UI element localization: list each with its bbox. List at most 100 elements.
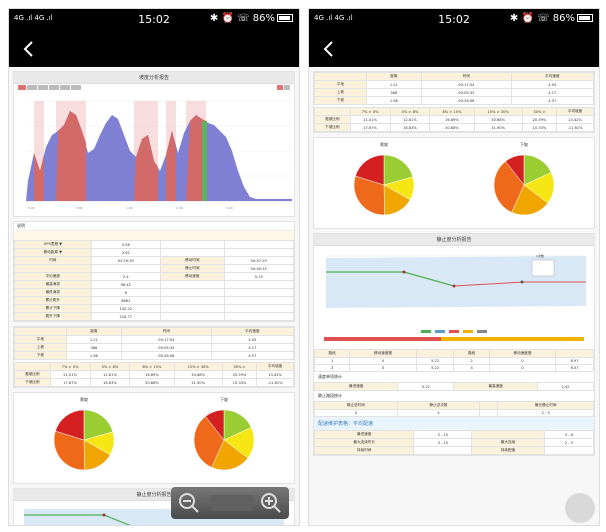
report-content[interactable]: 坡度分析报告 0. xyxy=(9,67,299,525)
table-cell: 最大连续 xyxy=(471,438,545,447)
svg-text:1.60: 1.60 xyxy=(126,206,133,210)
svg-text:0.00: 0.00 xyxy=(28,206,35,210)
watermark-logo xyxy=(565,493,595,523)
pie-slice xyxy=(493,161,525,213)
table-row: 距离 时间 平均速度 xyxy=(14,327,295,336)
table-cell: 1.98 xyxy=(65,351,122,360)
table-row: 平均速度 2.4 移动速度 5.19 xyxy=(14,272,295,281)
table-row: 7% > 0% 0% > 8% 8% > 15% 15% > 30% 30% > 平均坡度 xyxy=(314,107,594,116)
table-header-cell xyxy=(314,107,351,116)
table-cell: 下坡比例 xyxy=(14,378,51,387)
table-header-cell: 7% > 0% xyxy=(349,107,391,116)
table-cell: 下坡 xyxy=(314,96,367,105)
table-cell xyxy=(223,280,295,289)
grade-table: 距离 时间 平均速度 平地 1.21 00:17:54 4.05 上坡 386 00:05:33 4… xyxy=(14,327,295,360)
uphill-pie: 爬坡 xyxy=(349,142,419,224)
table-cell: 3 xyxy=(313,364,351,372)
table-cell: 386 xyxy=(65,343,122,352)
table-cell: 2 xyxy=(453,357,490,365)
stop-stats-label: 静止路段统计 xyxy=(318,393,342,398)
svg-text:3.20: 3.20 xyxy=(226,206,233,210)
slope-analysis-card: 坡度分析报告 0. xyxy=(13,71,295,217)
pace-table: 最低速度 5 - 10 3 - 6 最大连续时长 3 - 10 最大连续 2 - 5 持续时间… xyxy=(313,430,595,455)
table-cell: 96.42 xyxy=(90,280,161,289)
downhill-pie-chart xyxy=(193,409,255,471)
downhill-pie-chart xyxy=(493,154,555,216)
table-header-cell: 路段 xyxy=(453,349,490,358)
table-header-cell: 8% > 15% xyxy=(129,362,175,371)
table-cell: 最低海拔 xyxy=(14,288,92,297)
back-icon[interactable] xyxy=(319,39,339,59)
table-cell: 0 xyxy=(349,357,417,365)
table-row: 爬坡比例 21.01% 12.81% 16.89% 30.68% 20.59% 13.42% xyxy=(314,115,594,124)
table-row: 下坡比例 17.67% 16.83% 20.88% 31.90% 10.33% -11.61… xyxy=(14,378,294,387)
table-header-cell: 0% > 8% xyxy=(389,107,431,116)
table-cell xyxy=(14,264,92,273)
table-cell: 17.67% xyxy=(49,378,91,387)
chart-tooltip: 1次数 xyxy=(536,254,544,258)
table-header-cell: 30% > xyxy=(521,107,558,116)
table-header-cell xyxy=(14,362,51,371)
table-cell: 3 - 6 xyxy=(543,430,595,439)
back-icon[interactable] xyxy=(19,39,39,59)
system-icons: ✱ ⏰ ☏ 86% xyxy=(510,13,593,24)
table-cell: 爬坡比例 xyxy=(314,115,351,124)
table-cell: 5.22 xyxy=(415,357,455,365)
table-cell: 2.4 xyxy=(90,272,161,281)
elevation-area-chart: 0.00 0.80 1.60 2.40 3.20 xyxy=(26,100,292,210)
zoom-divider xyxy=(211,495,253,511)
table-header-cell: 7% > 0% xyxy=(49,362,91,371)
table-cell: 12.81% xyxy=(89,370,131,379)
table-cell: 00:17:54 xyxy=(120,335,212,344)
table-row: 最低速度 5 - 10 3 - 6 xyxy=(313,430,595,439)
table-cell: 4.57 xyxy=(210,351,295,360)
table-cell: 移动距离 ▼ xyxy=(14,248,92,257)
table-row: 上坡 386 00:05:33 4.17 xyxy=(14,343,295,352)
table-header-cell xyxy=(415,349,455,358)
table-cell: 16.83% xyxy=(389,123,431,132)
nav-bar xyxy=(9,31,299,67)
table-cell xyxy=(159,312,225,321)
stationary-report-title: 静止度分析报告 xyxy=(314,234,594,246)
battery-percent: 86% xyxy=(552,13,575,24)
table-cell xyxy=(159,280,225,289)
report-content[interactable]: 距离 时间 平均速度 平地 1.21 00:17:54 4.05 上坡 386 00:05:33 4… xyxy=(309,67,599,525)
pie-slice xyxy=(505,154,525,186)
table-cell: 13.42% xyxy=(256,370,294,379)
table-cell: 0 xyxy=(488,357,557,365)
signal-icon: 4G .ıl 4G .ıl xyxy=(314,14,353,22)
table-header-cell: 15% > 30% xyxy=(173,362,223,371)
table-cell: 4 xyxy=(396,409,481,417)
zoom-in-icon[interactable] xyxy=(259,491,283,515)
table-cell: 最低速度 xyxy=(313,430,415,439)
table-header-cell: 0% > 8% xyxy=(89,362,131,371)
table-cell: 累计爬升 xyxy=(14,296,92,305)
table-cell: 12.81% xyxy=(389,115,431,124)
table-cell xyxy=(223,312,295,321)
table-cell: 4.17 xyxy=(510,88,595,97)
table-header-cell xyxy=(314,72,367,81)
pie-slice xyxy=(83,409,114,441)
table-header-cell: 时间 xyxy=(120,327,212,336)
grade-card: 距离 时间 平均速度 平地 1.21 00:17:54 4.05 上坡 386 00:05:33 4… xyxy=(13,326,295,388)
uphill-pie: 爬坡 xyxy=(49,397,119,479)
nav-bar xyxy=(309,31,599,67)
table-cell xyxy=(159,240,225,249)
slope-report-title: 坡度分析报告 xyxy=(14,72,294,84)
table-header-cell: 最长静止时间 xyxy=(497,401,594,410)
pie-slice xyxy=(193,416,225,468)
table-cell: 4 xyxy=(314,409,398,417)
stationary-line-chart xyxy=(326,255,586,308)
table-cell: 20.59% xyxy=(221,370,258,379)
table-cell: 00:17:54 xyxy=(420,80,512,89)
table-header-cell xyxy=(479,401,499,410)
table-cell: 0 xyxy=(349,364,417,372)
zoom-out-icon[interactable] xyxy=(177,491,201,515)
table-cell xyxy=(479,409,499,417)
table-cell: 2 - 5 xyxy=(543,438,595,447)
table-cell xyxy=(159,304,225,313)
table-cell: 00:40:10 xyxy=(223,264,295,273)
status-bar: 4G .ıl 4G .ıl 15:02 ✱ ⏰ ☏ 86% xyxy=(9,9,299,31)
downhill-pie: 下坡 xyxy=(189,397,259,479)
table-cell: 21.01% xyxy=(49,370,91,379)
